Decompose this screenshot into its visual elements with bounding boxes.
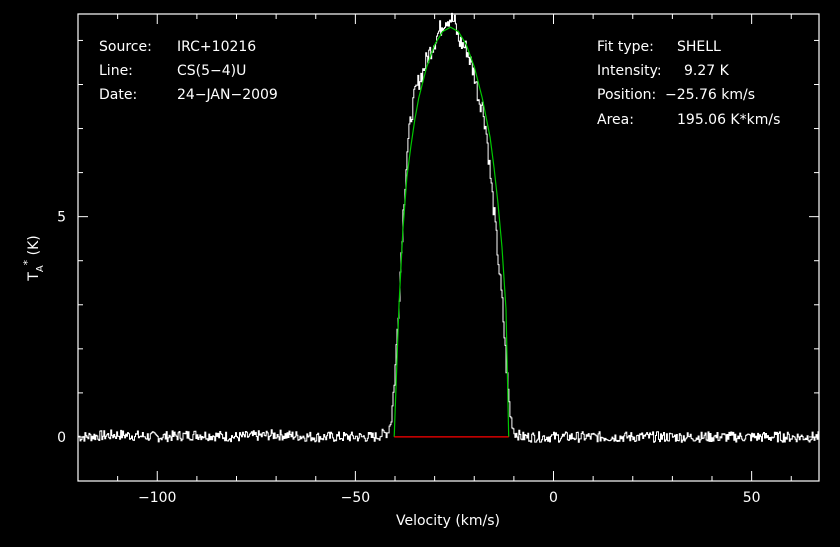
axis-ticks: −100 −50 0 50 0 5: [57, 14, 819, 506]
info-position-value: −25.76 km/s: [665, 87, 755, 103]
x-tick-label: 0: [549, 490, 558, 506]
info-line-value: CS(5−4)U: [177, 63, 246, 79]
x-tick-label: −50: [341, 490, 371, 506]
info-date-value: 24−JAN−2009: [177, 87, 278, 103]
info-fit-type-value: SHELL: [677, 39, 721, 55]
info-source-label: Source:: [99, 39, 152, 55]
info-position-label: Position:: [597, 87, 656, 103]
info-intensity-label: Intensity:: [597, 63, 662, 79]
x-tick-label: −100: [138, 490, 176, 506]
x-axis-label: Velocity (km/s): [396, 513, 500, 529]
info-intensity-value: 9.27 K: [684, 63, 730, 79]
chart-marks: [78, 12, 820, 443]
info-area-value: 195.06 K*km/s: [677, 112, 780, 128]
info-area-label: Area:: [597, 112, 634, 128]
plot-frame: [77, 13, 820, 482]
info-source-value: IRC+10216: [177, 39, 256, 55]
y-tick-label: 5: [57, 210, 66, 226]
y-tick-label: 0: [57, 430, 66, 446]
info-line-label: Line:: [99, 63, 133, 79]
x-tick-label: 50: [743, 490, 761, 506]
fit-curve: [393, 26, 510, 437]
info-date-label: Date:: [99, 87, 137, 103]
spectrum-line: [78, 12, 820, 443]
y-axis-label: TA* (K): [21, 235, 46, 281]
info-fit-type-label: Fit type:: [597, 39, 654, 55]
